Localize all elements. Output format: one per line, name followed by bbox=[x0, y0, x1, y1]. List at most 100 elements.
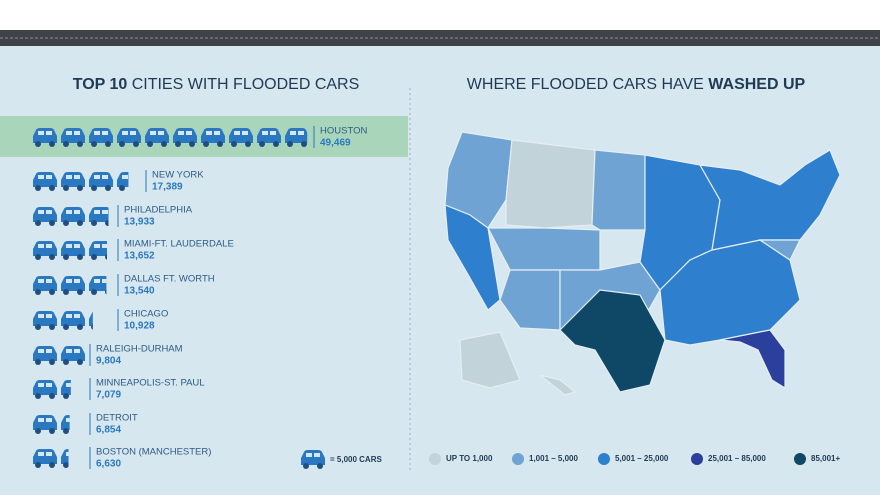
car-body bbox=[117, 128, 141, 143]
unit-label: = 5,000 CARS bbox=[330, 455, 382, 464]
car-wheel bbox=[35, 359, 41, 365]
car-icon bbox=[61, 346, 85, 365]
car-window bbox=[102, 131, 108, 135]
car-window bbox=[38, 383, 44, 387]
car-window bbox=[74, 131, 80, 135]
legend-label: 25,001 – 85,000 bbox=[708, 454, 766, 463]
car-window bbox=[94, 279, 100, 283]
car-wheel bbox=[63, 462, 69, 468]
right-title: WHERE FLOODED CARS HAVE WASHED UP bbox=[467, 76, 806, 93]
car-wheel bbox=[105, 220, 109, 226]
car-wheel bbox=[35, 254, 41, 260]
car-wheel bbox=[77, 141, 83, 147]
car-wheel bbox=[161, 141, 167, 147]
car-window bbox=[242, 131, 248, 135]
car-window bbox=[66, 314, 72, 318]
left-title: TOP 10 CITIES WITH FLOODED CARS bbox=[73, 76, 360, 93]
car-wheel bbox=[49, 254, 55, 260]
city-name: DALLAS FT. WORTH bbox=[124, 274, 215, 285]
car-icon bbox=[229, 128, 253, 147]
car-wheel bbox=[49, 359, 55, 365]
car-icon bbox=[33, 380, 57, 399]
car-wheel bbox=[91, 185, 97, 191]
car-wheel bbox=[273, 141, 279, 147]
car-wheel bbox=[35, 462, 41, 468]
car-window bbox=[38, 131, 44, 135]
car-window bbox=[66, 131, 72, 135]
car-wheel bbox=[49, 185, 55, 191]
car-icon bbox=[33, 346, 57, 365]
car-window bbox=[46, 349, 52, 353]
car-body bbox=[301, 450, 325, 465]
car-icon bbox=[89, 207, 109, 226]
title-rest: CITIES WITH FLOODED CARS bbox=[127, 76, 359, 93]
car-icon bbox=[285, 128, 308, 147]
car-window bbox=[102, 175, 108, 179]
car-icon bbox=[61, 128, 85, 147]
car-window bbox=[102, 279, 107, 283]
car-window bbox=[46, 279, 52, 283]
us-map bbox=[444, 131, 841, 396]
car-icon bbox=[117, 172, 129, 191]
city-value: 13,540 bbox=[124, 286, 155, 297]
car-icon bbox=[201, 128, 225, 147]
car-window bbox=[38, 279, 44, 283]
car-icon bbox=[117, 128, 141, 147]
car-wheel bbox=[147, 141, 153, 147]
car-wheel bbox=[287, 141, 293, 147]
car-window bbox=[38, 418, 44, 422]
legend-swatch bbox=[598, 453, 610, 465]
car-wheel bbox=[119, 141, 125, 147]
car-window bbox=[94, 131, 100, 135]
car-icon bbox=[257, 128, 281, 147]
car-wheel bbox=[77, 324, 83, 330]
car-wheel bbox=[91, 220, 97, 226]
car-wheel bbox=[49, 393, 55, 399]
car-wheel bbox=[77, 185, 83, 191]
car-window bbox=[38, 244, 44, 248]
car-wheel bbox=[35, 289, 41, 295]
car-wheel bbox=[91, 141, 97, 147]
car-window bbox=[74, 349, 80, 353]
legend-swatch bbox=[429, 453, 441, 465]
car-body bbox=[33, 380, 57, 395]
car-window bbox=[66, 452, 69, 456]
car-body bbox=[173, 128, 197, 143]
car-wheel bbox=[105, 185, 111, 191]
city-name: MIAMI-FT. LAUDERDALE bbox=[124, 239, 234, 250]
legend-swatch bbox=[512, 453, 524, 465]
car-window bbox=[314, 453, 320, 457]
car-window bbox=[66, 349, 72, 353]
car-body bbox=[89, 311, 93, 326]
car-window bbox=[178, 131, 184, 135]
car-body bbox=[61, 346, 85, 361]
car-wheel bbox=[119, 185, 125, 191]
car-wheel bbox=[317, 463, 323, 469]
title-bold: WASHED UP bbox=[708, 76, 805, 93]
car-body bbox=[285, 128, 308, 143]
car-wheel bbox=[301, 141, 307, 147]
car-wheel bbox=[35, 393, 41, 399]
car-body bbox=[33, 207, 57, 222]
car-wheel bbox=[77, 289, 83, 295]
car-icon bbox=[61, 311, 85, 330]
legend-swatch bbox=[691, 453, 703, 465]
car-wheel bbox=[105, 289, 107, 295]
car-wheel bbox=[49, 141, 55, 147]
car-body bbox=[257, 128, 281, 143]
car-window bbox=[206, 131, 212, 135]
city-value: 9,804 bbox=[96, 356, 121, 367]
car-window bbox=[74, 175, 80, 179]
car-wheel bbox=[63, 254, 69, 260]
car-icon bbox=[89, 241, 107, 260]
car-window bbox=[46, 314, 52, 318]
car-wheel bbox=[35, 428, 41, 434]
car-window bbox=[46, 244, 52, 248]
car-wheel bbox=[49, 220, 55, 226]
car-wheel bbox=[105, 254, 107, 260]
car-icon bbox=[33, 449, 57, 468]
car-window bbox=[158, 131, 164, 135]
legend-swatch bbox=[794, 453, 806, 465]
car-body bbox=[89, 128, 113, 143]
car-window bbox=[74, 210, 80, 214]
